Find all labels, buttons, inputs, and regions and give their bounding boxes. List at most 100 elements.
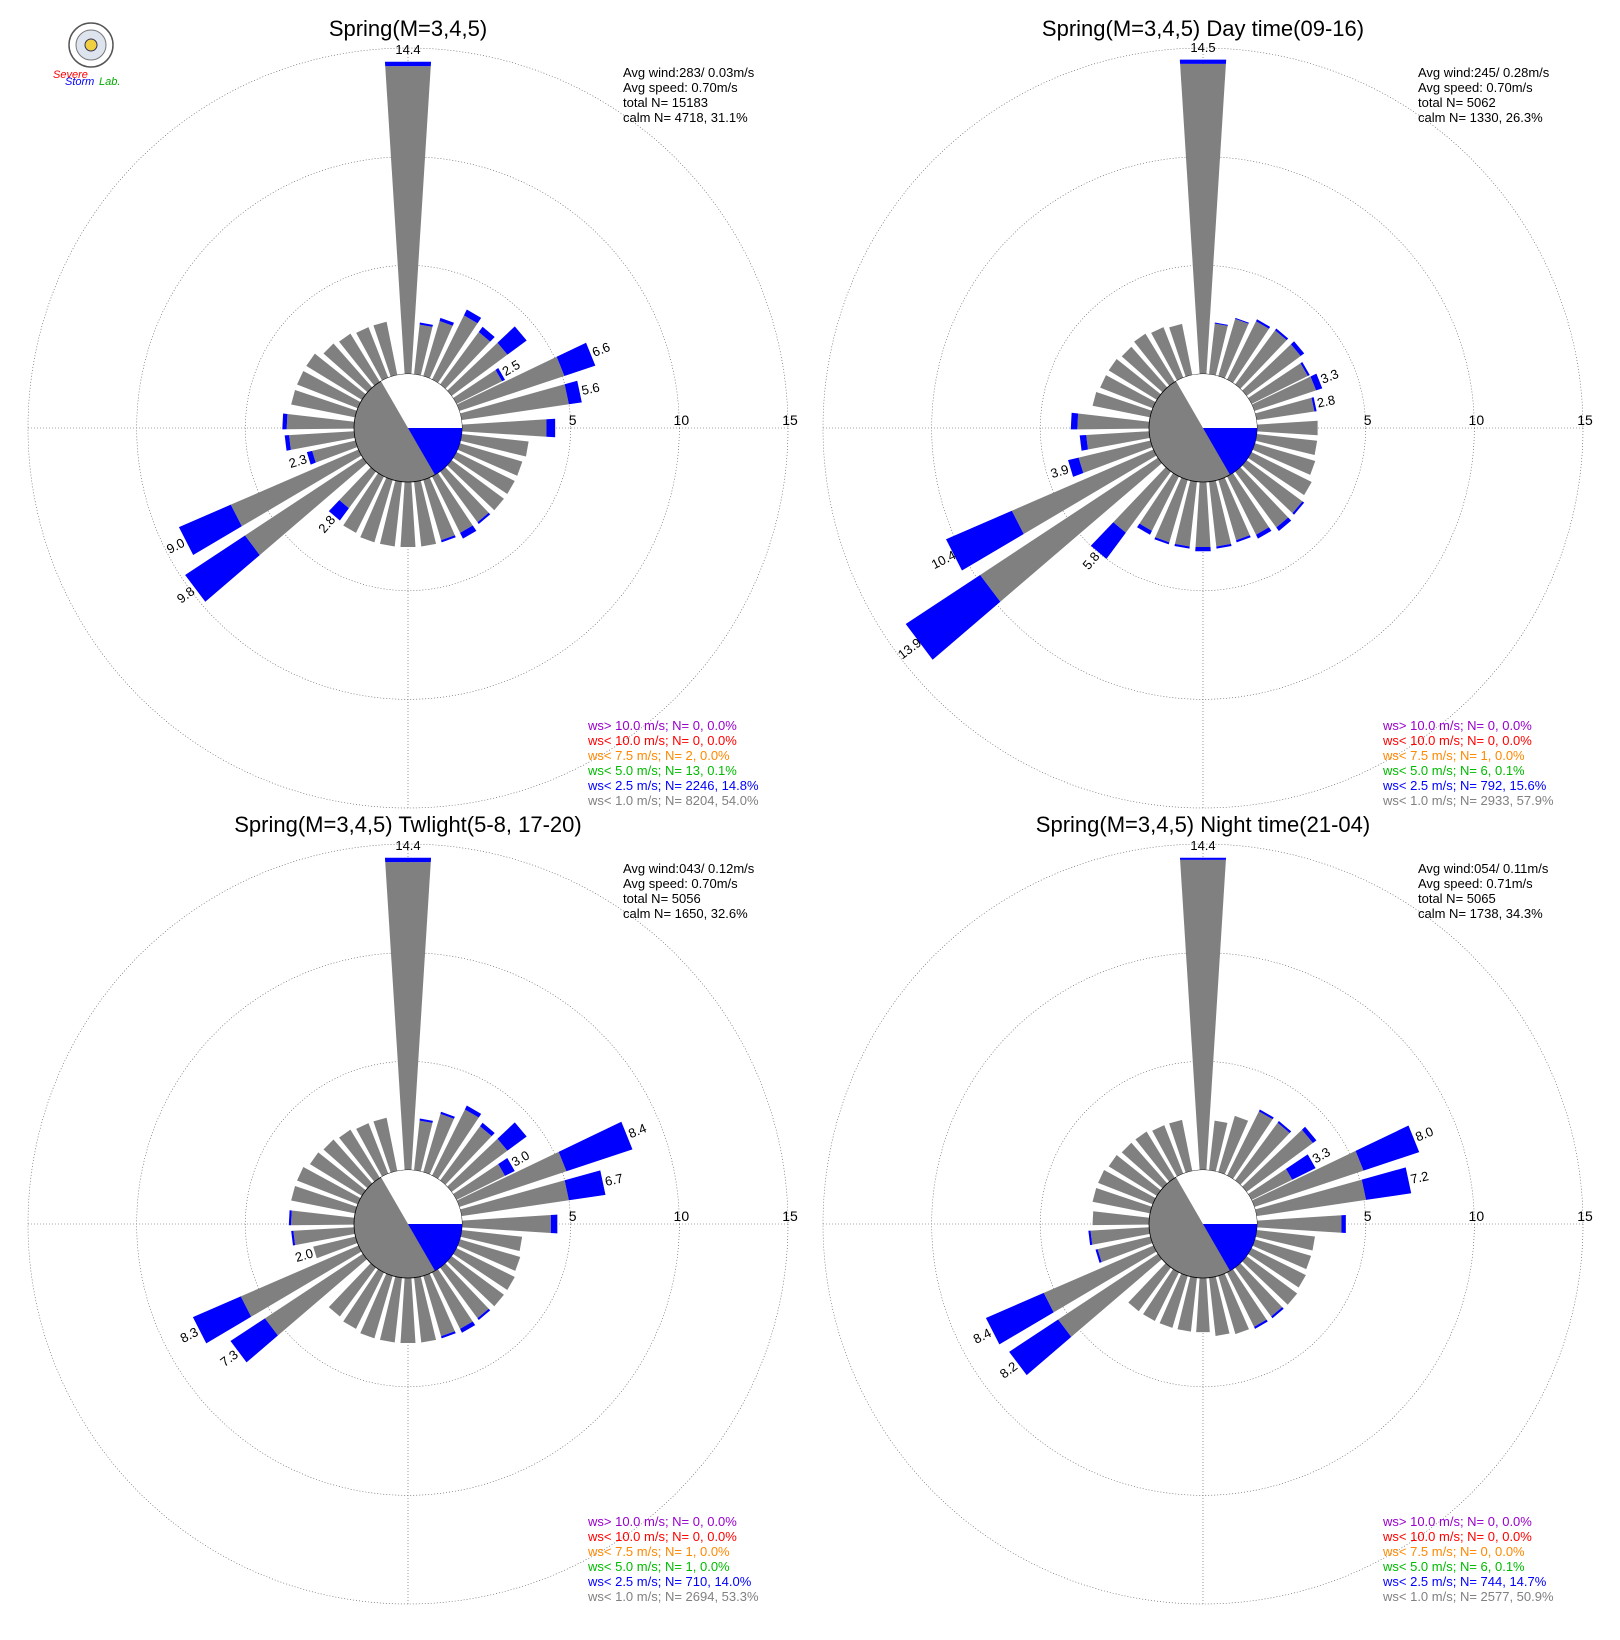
bar-segment-calm (1135, 1131, 1175, 1182)
bar-segment-calm (457, 1239, 521, 1271)
bar-segment-calm (293, 1227, 355, 1246)
bar-segment-blue (550, 1214, 558, 1234)
bar-value-label: 2.8 (1316, 392, 1337, 410)
bar-segment-blue (440, 1111, 455, 1119)
bar-segment-calm (1255, 1179, 1367, 1217)
legend-entry: ws< 10.0 m/s; N= 0, 0.0% (1382, 1529, 1532, 1544)
bar-segment-calm (313, 1236, 358, 1259)
grid-ring (245, 265, 571, 591)
bar-segment-calm (339, 333, 380, 386)
stat-avg-wind: Avg wind:283/ 0.03m/s (623, 65, 755, 80)
ring-tick-label: 5 (1364, 412, 1372, 428)
bar-segment-calm (452, 452, 515, 494)
bar-segment-calm (1169, 1119, 1193, 1173)
bar-segment-calm (1242, 460, 1303, 514)
logo-text-1: Severe (53, 69, 88, 81)
bar-segment-calm (291, 389, 357, 418)
bar-segment-blue (282, 413, 288, 430)
bar-segment-blue (1079, 434, 1088, 451)
bar-segment-calm (1121, 346, 1168, 393)
wind-rose-panel: Spring(M=3,4,5) Twlight(5-8, 17-20) 5 10 15… (27, 812, 798, 1605)
bar-segment-calm (291, 1185, 357, 1214)
bar-segment-calm (1043, 1245, 1157, 1313)
bar-segment-blue (1090, 522, 1126, 559)
bar-segment-calm (343, 1268, 384, 1329)
bar-segment-calm (1235, 1263, 1283, 1317)
bar-segment-calm (1209, 1276, 1230, 1336)
stat-total: total N= 5062 (1418, 95, 1496, 110)
bar-segment-calm (1235, 467, 1289, 528)
bar-segment-calm (1139, 472, 1179, 531)
bar-segment-calm (423, 1113, 454, 1175)
bar-segment-blue (1154, 537, 1170, 545)
bar-segment-blue (328, 500, 349, 521)
grid-ring (822, 843, 1584, 1605)
bar-segment-calm (1196, 1277, 1210, 1333)
legend-entry: ws< 10.0 m/s; N= 0, 0.0% (587, 1529, 737, 1544)
bar-segment-calm (1227, 1268, 1267, 1327)
bar-segment-calm (1134, 333, 1175, 386)
bar-segment-blue (1256, 527, 1272, 539)
bar-segment-calm (1218, 1115, 1249, 1175)
bar-segment-calm (423, 320, 453, 379)
bar-segment-calm (385, 862, 431, 1171)
bar-segment-calm (373, 321, 398, 377)
bar-segment-blue (1236, 535, 1251, 543)
bar-segment-calm (1174, 480, 1197, 547)
bar-value-label: 8.4 (971, 1325, 994, 1347)
bar-segment-blue (1174, 543, 1190, 549)
bar-segment-calm (461, 419, 547, 437)
stat-total: total N= 5065 (1418, 891, 1496, 906)
stat-calm: calm N= 1650, 32.6% (623, 906, 748, 921)
ring-tick-label: 10 (674, 412, 690, 428)
legend-entry: ws< 10.0 m/s; N= 0, 0.0% (1382, 733, 1532, 748)
bar-segment-calm (297, 1166, 361, 1205)
bar-segment-calm (1180, 859, 1226, 1171)
bar-segment-calm (452, 369, 503, 404)
legend-entry: ws< 1.0 m/s; N= 2577, 50.9% (1382, 1589, 1554, 1604)
bar-segment-blue (306, 450, 316, 465)
bar-segment-calm (460, 434, 529, 457)
bar-value-label: 3.3 (1318, 366, 1340, 387)
bar-segment-calm (1058, 1253, 1162, 1337)
bar-segment-calm (447, 460, 504, 511)
bar-segment-blue (230, 1318, 278, 1363)
chart-title: Spring(M=3,4,5) Night time(21-04) (1036, 812, 1370, 837)
bar-segment-blue (495, 368, 506, 382)
bar-segment-blue (1009, 1319, 1072, 1376)
legend-entry: ws< 2.5 m/s; N= 744, 14.7% (1382, 1574, 1547, 1589)
legend-entry: ws< 7.5 m/s; N= 1, 0.0% (587, 1544, 730, 1559)
bar-segment-blue (192, 1296, 252, 1344)
bar-segment-blue (460, 525, 477, 539)
bar-segment-blue (1070, 412, 1079, 430)
bar-value-label: 6.6 (590, 339, 612, 360)
bar-segment-calm (460, 384, 569, 421)
bar-segment-blue (1254, 1319, 1268, 1329)
bar-segment-blue (1179, 59, 1227, 64)
bar-segment-calm (360, 1273, 393, 1339)
bar-value-label: 14.4 (395, 838, 420, 853)
ring-tick-label: 5 (1364, 1208, 1372, 1224)
bar-segment-calm (400, 481, 416, 547)
legend-entry: ws< 2.5 m/s; N= 792, 15.6% (1382, 778, 1547, 793)
legend-entry: ws< 1.0 m/s; N= 8204, 54.0% (587, 793, 759, 808)
legend-entry: ws< 7.5 m/s; N= 1, 0.0% (1382, 748, 1525, 763)
bar-segment-calm (1255, 434, 1318, 456)
bar-segment-blue (288, 1210, 292, 1226)
bar-segment-calm (423, 477, 455, 541)
bar-segment-calm (1113, 467, 1171, 533)
bar-value-label: 6.7 (604, 1171, 625, 1189)
bar-segment-blue (1137, 523, 1152, 535)
bar-segment-calm (356, 1123, 389, 1177)
bar-segment-calm (980, 457, 1162, 602)
bar-segment-blue (1179, 857, 1227, 860)
bar-segment-blue (419, 1118, 433, 1123)
ring-tick-label: 15 (1577, 412, 1593, 428)
bar-segment-calm (356, 327, 389, 381)
bar-segment-calm (306, 353, 366, 400)
bar-segment-blue (419, 322, 433, 327)
bar-segment-blue (497, 326, 527, 355)
bar-segment-blue (1214, 322, 1228, 326)
bar-segment-calm (432, 315, 478, 384)
